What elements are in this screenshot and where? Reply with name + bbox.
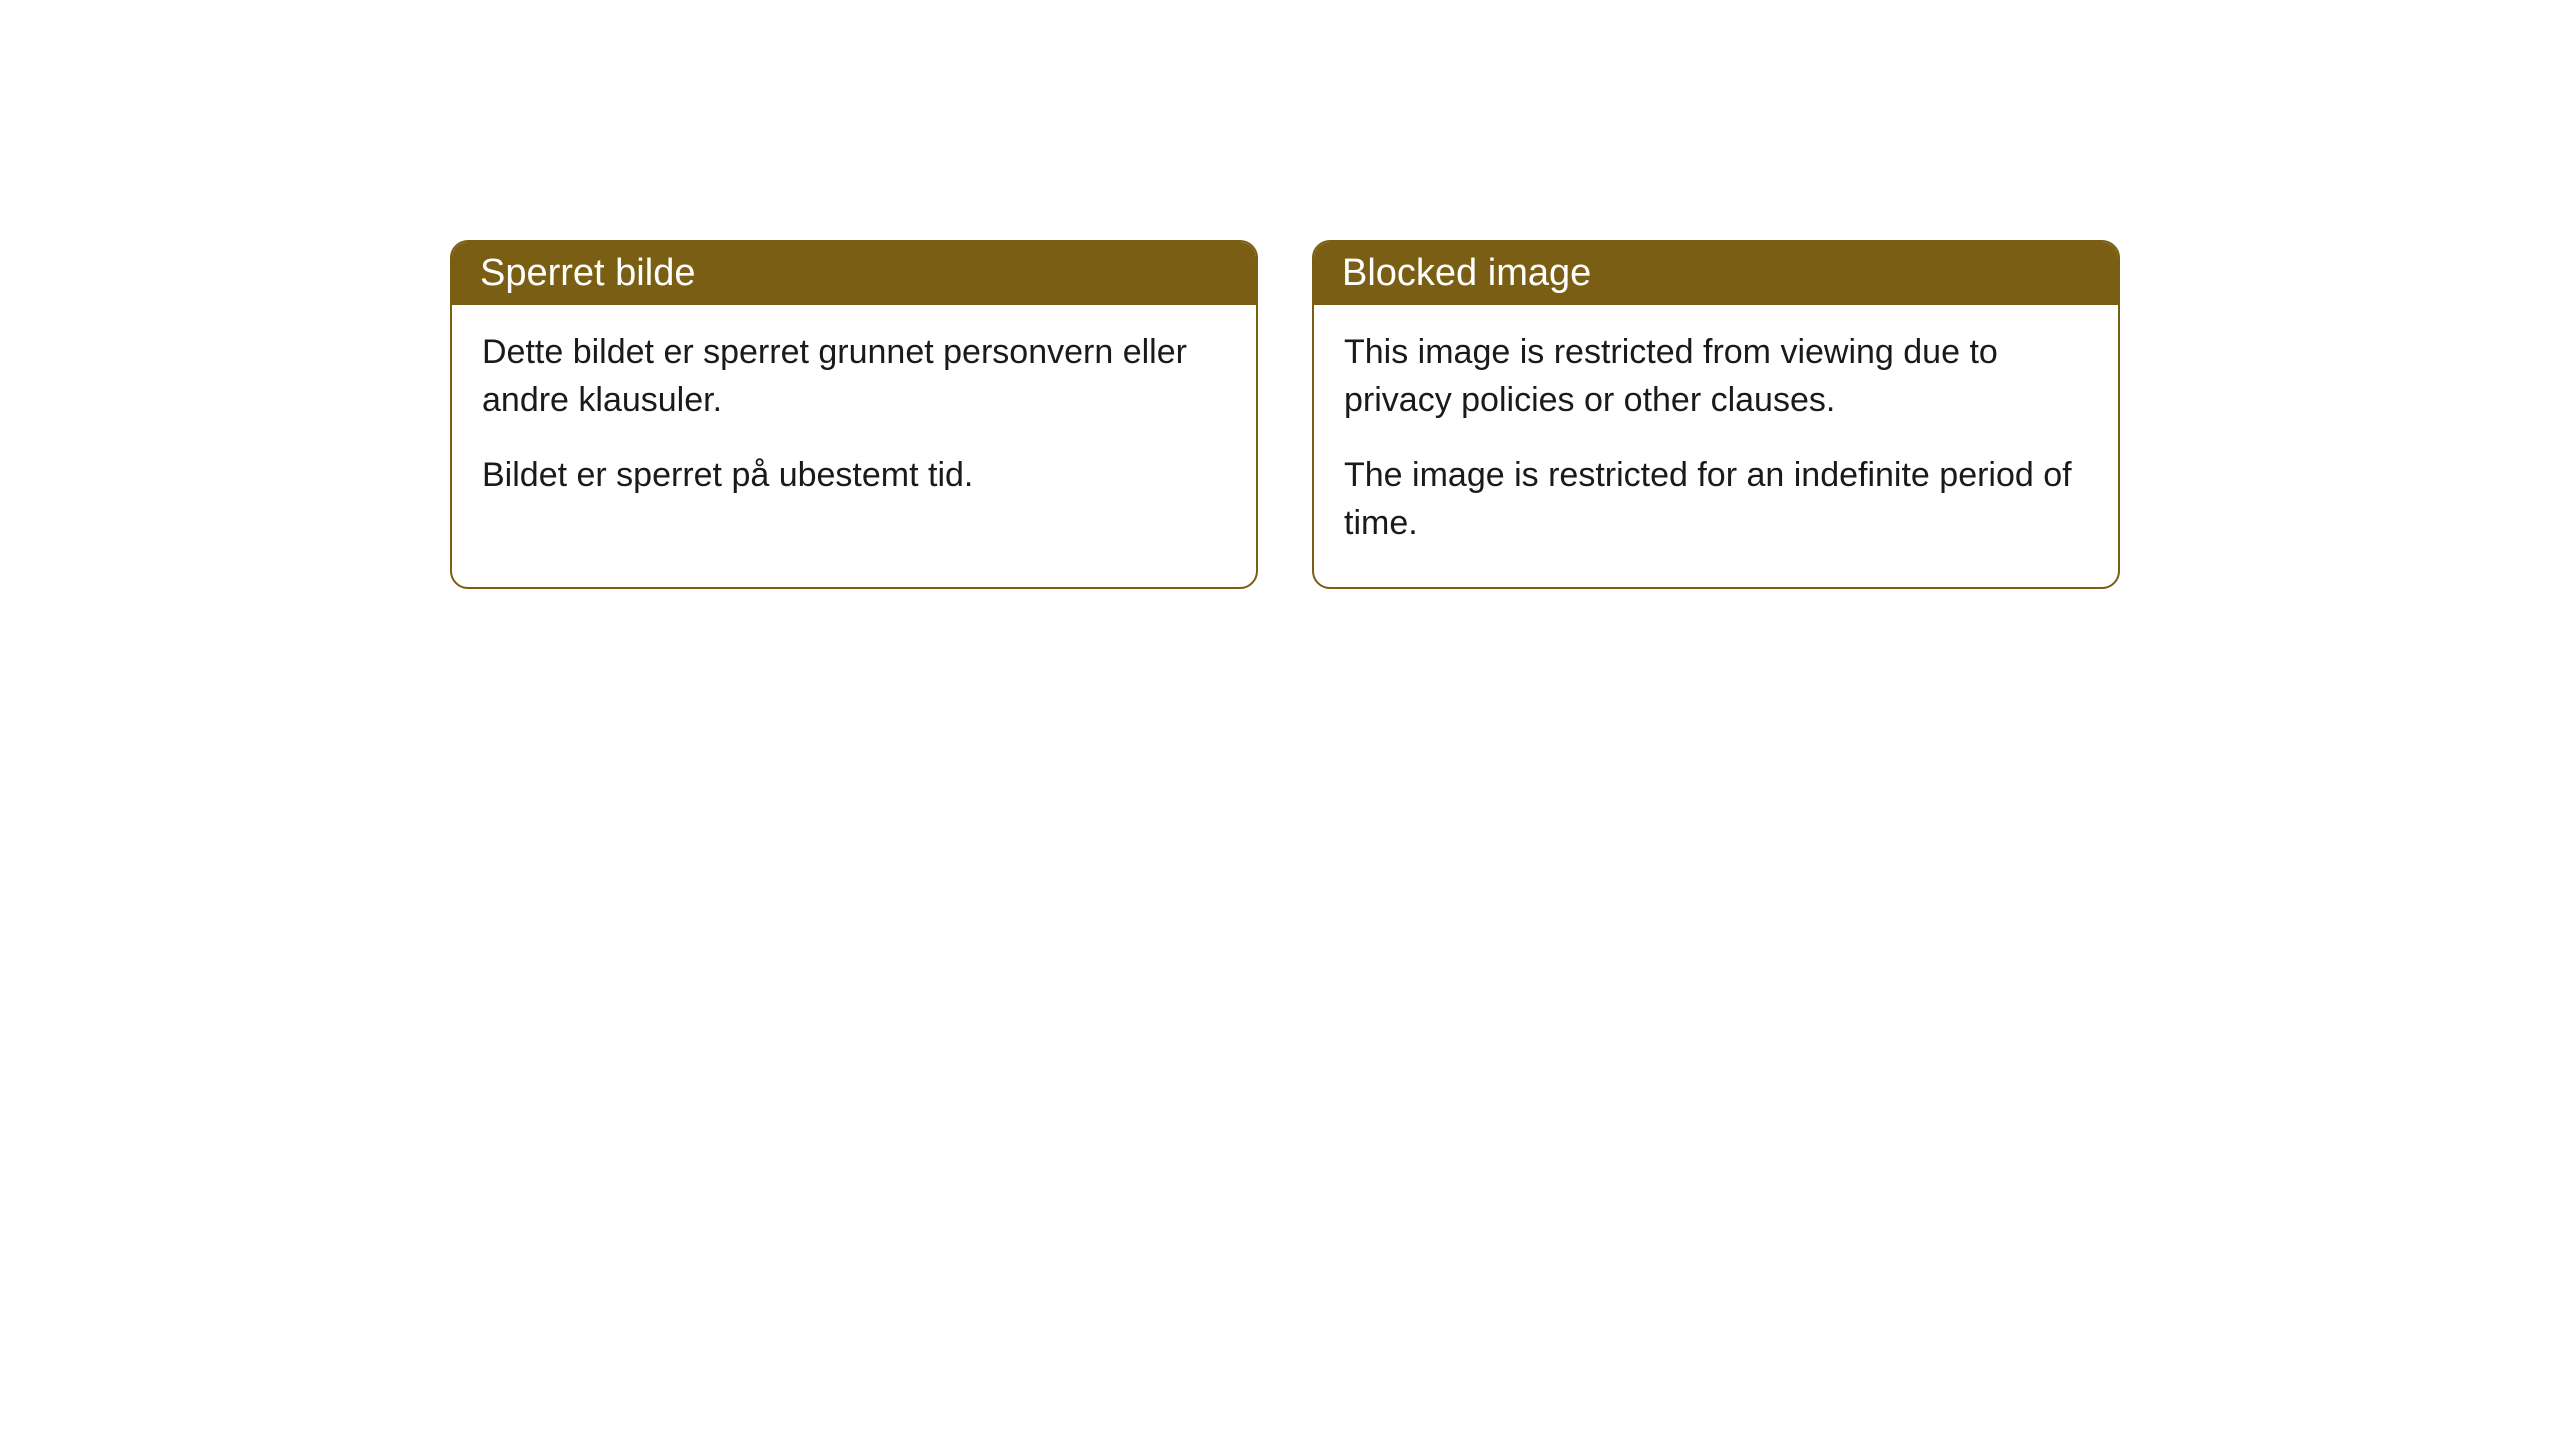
notice-card-norwegian: Sperret bilde Dette bildet er sperret gr… [450, 240, 1258, 589]
card-paragraph: Bildet er sperret på ubestemt tid. [482, 452, 1226, 500]
notice-cards-container: Sperret bilde Dette bildet er sperret gr… [450, 240, 2120, 589]
card-body: Dette bildet er sperret grunnet personve… [452, 305, 1256, 540]
card-paragraph: This image is restricted from viewing du… [1344, 329, 2088, 424]
card-body: This image is restricted from viewing du… [1314, 305, 2118, 587]
card-header: Sperret bilde [452, 242, 1256, 305]
card-header: Blocked image [1314, 242, 2118, 305]
card-paragraph: The image is restricted for an indefinit… [1344, 452, 2088, 547]
notice-card-english: Blocked image This image is restricted f… [1312, 240, 2120, 589]
card-title: Blocked image [1342, 252, 1591, 294]
card-paragraph: Dette bildet er sperret grunnet personve… [482, 329, 1226, 424]
card-title: Sperret bilde [480, 252, 695, 294]
